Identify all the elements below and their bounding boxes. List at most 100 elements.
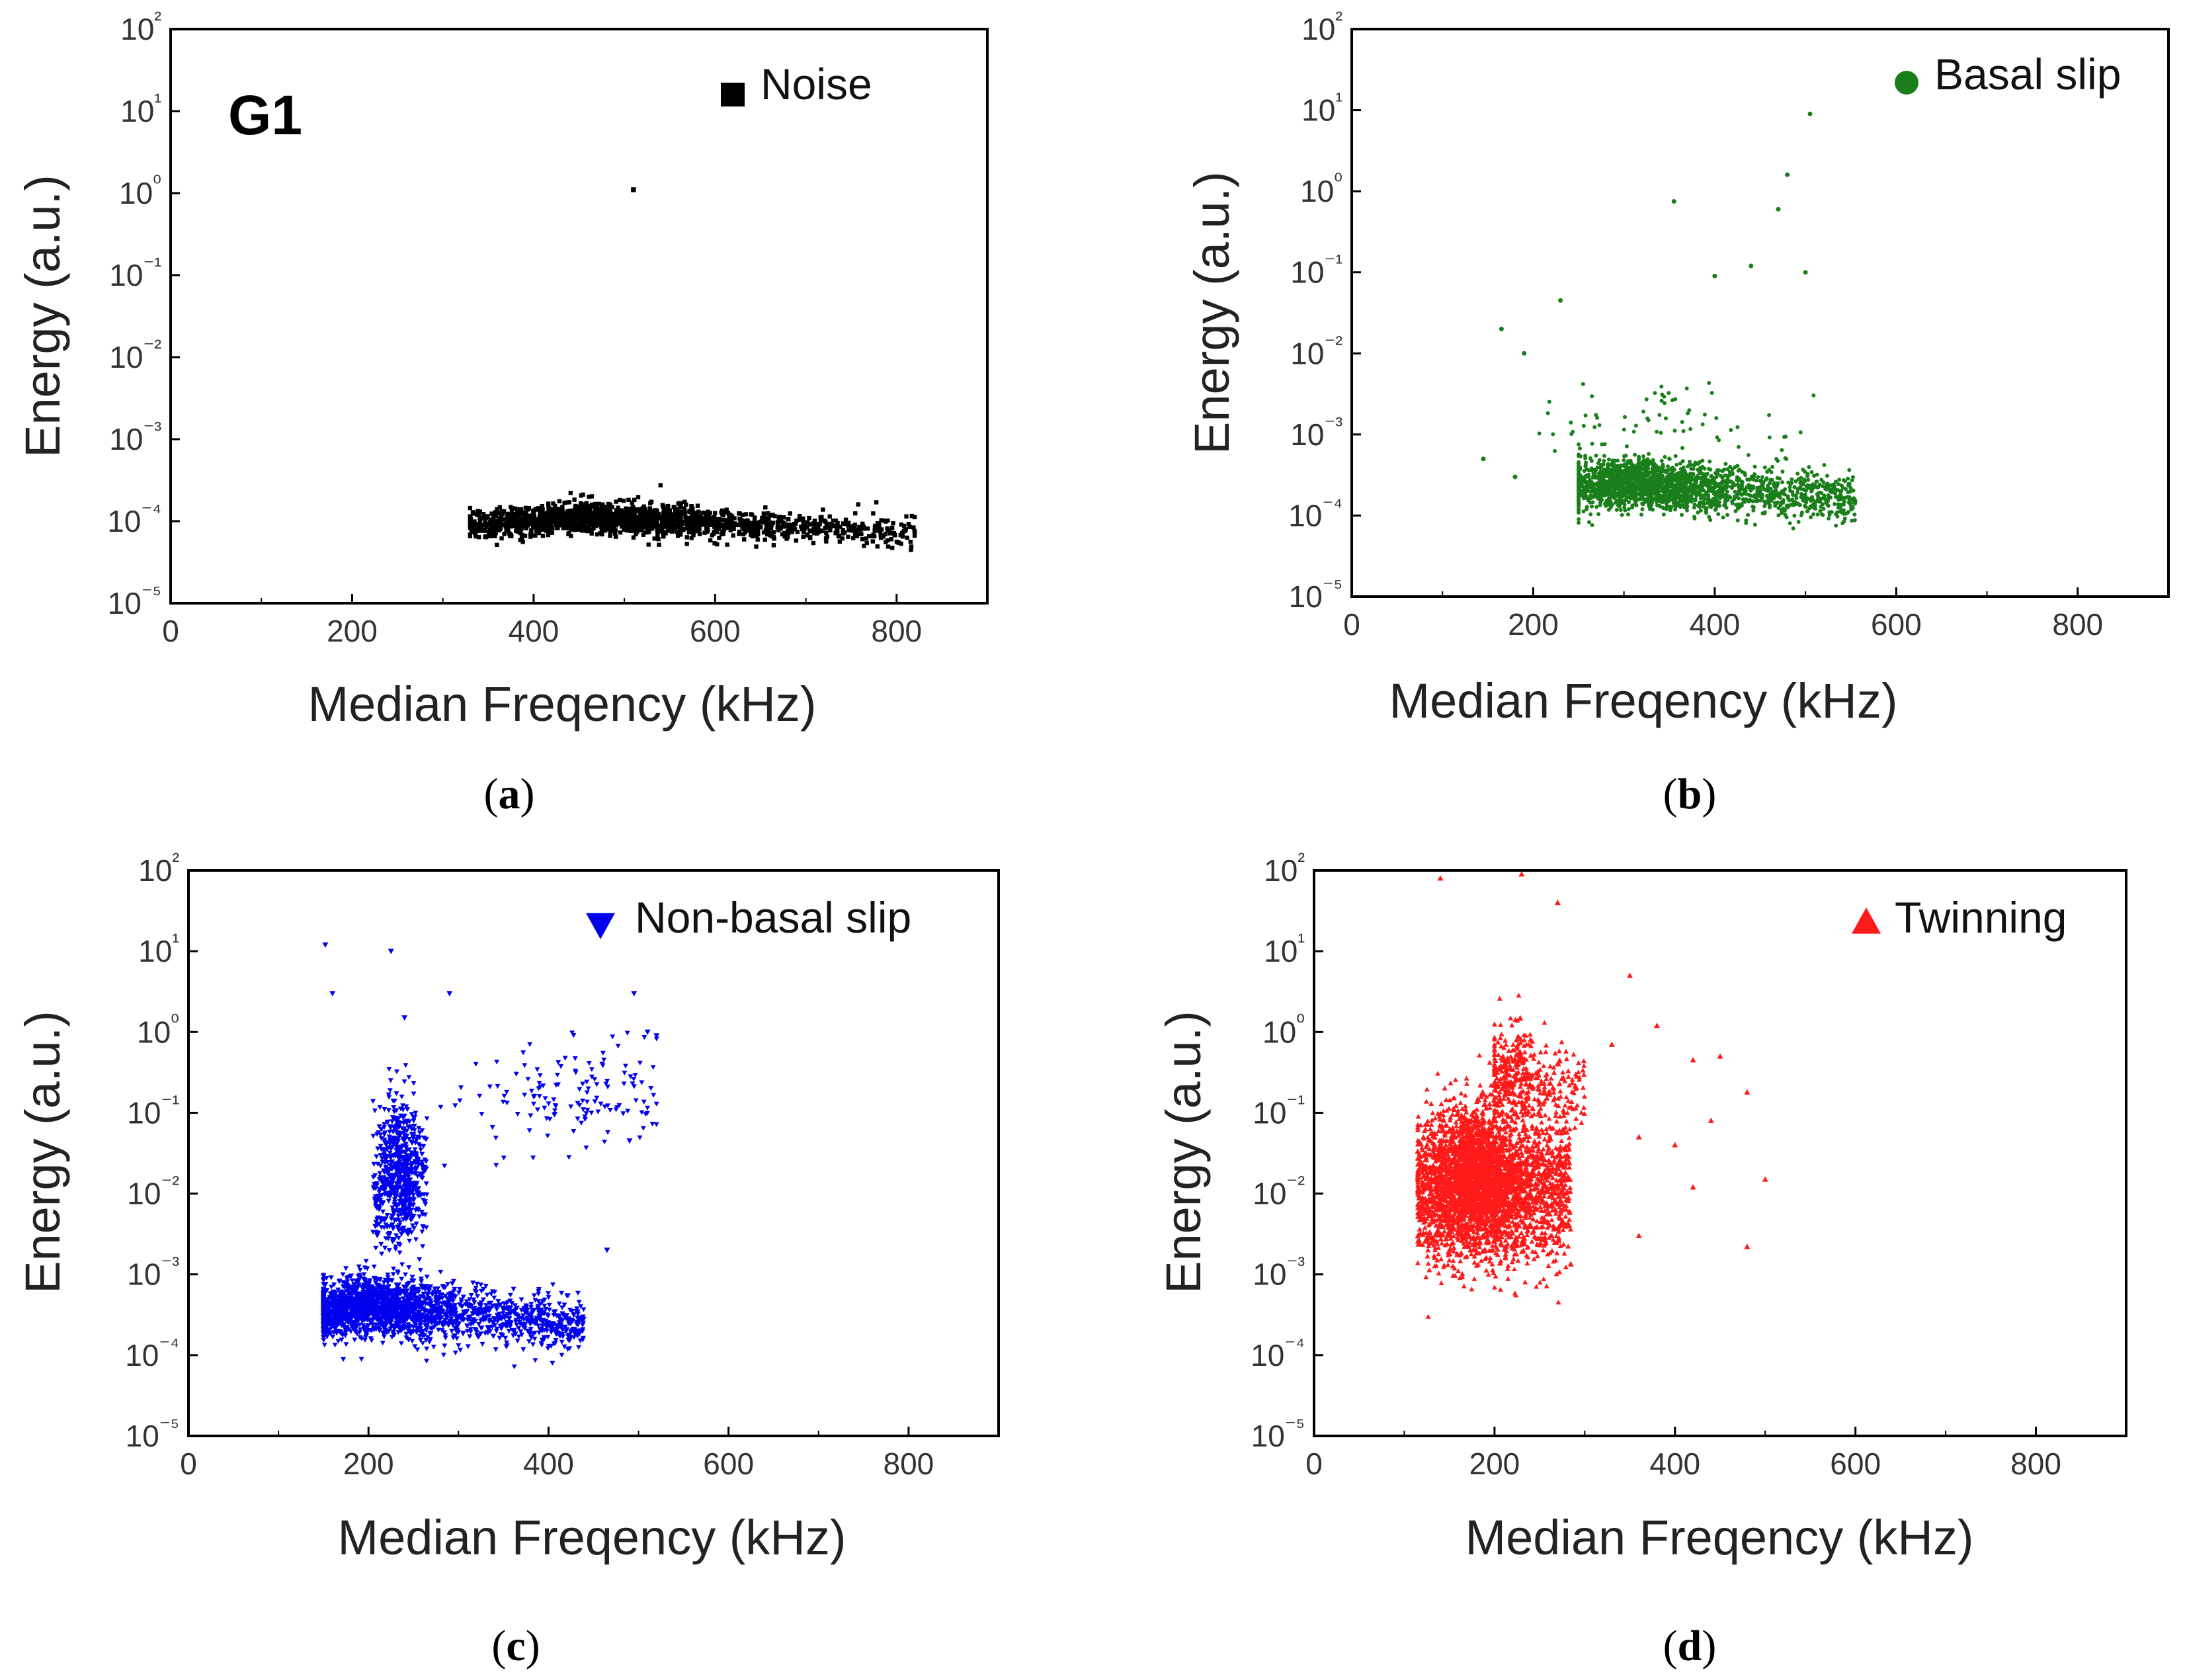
scatter-point xyxy=(446,991,453,997)
caption-letter: c xyxy=(506,1622,525,1670)
plot-frame xyxy=(1350,28,2170,598)
y-tick-label: 10¹ xyxy=(1301,89,1342,128)
caption-d: (d) xyxy=(1663,1622,1717,1670)
x-tick-label: 200 xyxy=(327,614,378,648)
y-tick-label: 10⁻⁵ xyxy=(126,1414,179,1453)
x-tick-label: 0 xyxy=(1343,607,1360,642)
scatter-point xyxy=(1785,172,1790,177)
y-tick-label: 10¹ xyxy=(120,89,161,128)
y-tick-label: 10⁻¹ xyxy=(1290,251,1342,290)
x-tick-label: 800 xyxy=(884,1447,934,1481)
x-tick-label: 800 xyxy=(871,614,922,648)
y-tick-label: 10⁻⁵ xyxy=(108,581,161,620)
x-axis-label: Median Freqency (kHz) xyxy=(308,677,816,732)
scatter-point xyxy=(1635,1134,1642,1140)
legend-marker-circle xyxy=(1895,71,1918,95)
y-tick-label: 10⁻⁴ xyxy=(1288,493,1342,532)
scatter-point xyxy=(1554,900,1561,905)
scatter-point xyxy=(631,187,636,192)
caption-c: (c) xyxy=(491,1622,540,1670)
scatter-cluster-points xyxy=(321,1030,659,1370)
x-tick-label: 200 xyxy=(1469,1447,1520,1481)
scatter-point xyxy=(653,1033,660,1039)
x-tick-label: 800 xyxy=(2010,1447,2061,1481)
panel-label-g1: G1 xyxy=(228,84,302,146)
scatter-point xyxy=(1671,198,1676,204)
y-tick-label: 10² xyxy=(120,7,161,46)
scatter-point xyxy=(604,1247,610,1253)
x-tick-label: 600 xyxy=(690,614,741,648)
y-tick-label: 10⁻³ xyxy=(1253,1253,1305,1292)
plot-frame xyxy=(169,28,989,605)
x-tick-label: 800 xyxy=(2052,607,2103,642)
scatter-point xyxy=(1672,1142,1678,1148)
legend-marker-triangle-down xyxy=(586,913,615,939)
y-tick-label: 10⁻¹ xyxy=(127,1091,179,1130)
scatter-point xyxy=(1558,298,1563,303)
scatter-point xyxy=(1744,1089,1751,1095)
plot-frame xyxy=(1313,869,2127,1437)
scatter-point xyxy=(1776,206,1781,212)
x-axis-label: Median Freqency (kHz) xyxy=(1389,673,1897,728)
caption-letter: a xyxy=(499,770,520,818)
scatter-point xyxy=(322,942,329,948)
legend-label-basal-slip: Basal slip xyxy=(1934,50,2121,99)
panel-d: 0 200 400 600 800 10⁻⁵ 10⁻⁴ 10⁻³ 10⁻² 10⁻¹ 10⁰ 10¹ 1… xyxy=(1156,849,2127,1670)
x-tick-label: 400 xyxy=(1649,1447,1700,1481)
x-tick-label: 200 xyxy=(1508,607,1559,642)
panel-b: 0 200 400 600 800 10⁻⁵ 10⁻⁴ 10⁻³ 10⁻² 10⁻¹ 10⁰ 10¹ 1… xyxy=(1184,7,2170,818)
caption-a: (a) xyxy=(484,770,535,818)
x-axis-label: Median Freqency (kHz) xyxy=(337,1510,846,1565)
x-tick-label: 400 xyxy=(523,1447,574,1481)
scatter-cluster-points xyxy=(1537,380,1858,530)
panel-c: 0 200 400 600 800 10⁻⁵ 10⁻⁴ 10⁻³ 10⁻² 10⁻¹ 10⁰ 10¹ 1… xyxy=(15,849,1000,1670)
caption-b: (b) xyxy=(1663,770,1717,818)
y-axis-label: Energy (a.u.) xyxy=(1184,171,1239,454)
y-tick-label: 10² xyxy=(138,849,179,888)
y-tick-label: 10⁰ xyxy=(137,1010,179,1049)
legend-label-noise: Noise xyxy=(761,60,872,108)
x-tick-label: 400 xyxy=(1690,607,1741,642)
panel-a: 0 200 400 600 800 10⁻⁵ 10⁻⁴ 10⁻³ 10⁻² 10⁻¹ 10⁰ 10¹ 1… xyxy=(15,7,989,818)
scatter-point xyxy=(1690,1184,1696,1190)
y-tick-label: 10⁻² xyxy=(109,335,161,374)
y-axis-label: Energy (a.u.) xyxy=(15,1011,70,1294)
y-tick-label: 10⁰ xyxy=(119,171,161,210)
y-tick-label: 10⁻⁵ xyxy=(1251,1414,1305,1453)
scatter-point xyxy=(1522,351,1527,356)
y-tick-label: 10⁻⁴ xyxy=(1251,1333,1305,1372)
scatter-point xyxy=(1708,1117,1714,1123)
scatter-point xyxy=(1717,1053,1723,1059)
scatter-point xyxy=(1690,1057,1696,1063)
x-tick-label: 400 xyxy=(509,614,559,648)
scatter-point xyxy=(1762,1176,1768,1182)
scatter-cluster-points xyxy=(1415,993,1587,1319)
scatter-point xyxy=(1635,1232,1642,1239)
scatter-point xyxy=(1653,1023,1660,1029)
caption-letter: b xyxy=(1678,770,1702,818)
scatter-point xyxy=(1749,263,1754,269)
scatter-point xyxy=(1627,972,1633,978)
y-tick-label: 10⁻³ xyxy=(1290,413,1342,452)
scatter-point xyxy=(1481,456,1486,462)
y-tick-label: 10⁻⁴ xyxy=(125,1333,179,1372)
y-tick-label: 10⁻³ xyxy=(127,1253,179,1292)
y-tick-label: 10⁻² xyxy=(1253,1172,1305,1211)
scatter-point xyxy=(1518,871,1525,877)
x-axis-label: Median Freqency (kHz) xyxy=(1465,1510,1973,1565)
x-tick-label: 0 xyxy=(162,614,179,648)
y-tick-label: 10⁻¹ xyxy=(109,253,161,292)
scatter-point xyxy=(1807,111,1813,116)
legend-marker-square xyxy=(721,83,745,106)
plot-frame xyxy=(187,869,1000,1437)
x-tick-label: 600 xyxy=(1871,607,1922,642)
y-tick-label: 10⁻⁴ xyxy=(107,499,161,538)
scatter-point xyxy=(401,1015,408,1021)
y-tick-label: 10⁻¹ xyxy=(1253,1091,1305,1130)
y-tick-label: 10² xyxy=(1264,849,1305,888)
x-tick-label: 200 xyxy=(343,1447,394,1481)
y-tick-label: 10⁰ xyxy=(1262,1010,1305,1049)
scatter-point xyxy=(626,1138,633,1144)
y-axis-label: Energy (a.u.) xyxy=(15,175,70,458)
scatter-point xyxy=(644,1029,651,1035)
